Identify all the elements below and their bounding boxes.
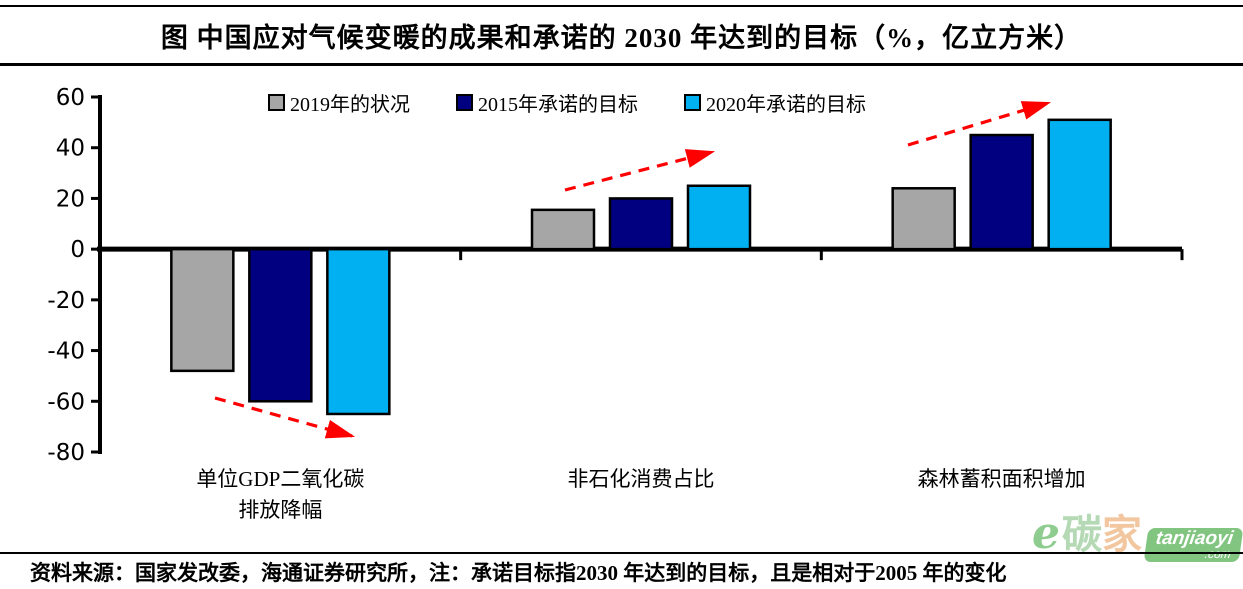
legend-item-2020: 2020年承诺的目标 <box>684 88 866 117</box>
legend-item-2015: 2015年承诺的目标 <box>456 88 638 117</box>
trend-arrow-up <box>564 149 716 192</box>
trend-arrow-down <box>214 396 356 439</box>
y-tick-label: 60 <box>56 85 85 111</box>
y-tick-label: -80 <box>47 440 85 466</box>
category-label: 非石化消费占比 <box>567 467 715 491</box>
trend-arrows-layer <box>214 101 1052 439</box>
y-tick-label: 40 <box>56 136 85 162</box>
footer-divider: 资料来源：国家发改委，海通证券研究所，注：承诺目标指2030 年达到的目标，且是… <box>0 552 1243 587</box>
bar-2015年承诺的目标-单位GDP二氧化碳排放降幅 <box>248 247 313 403</box>
axes-layer: 60 40 20 0 -20 -40 -60 -80 <box>47 85 1184 466</box>
y-tick-label: 20 <box>56 186 85 212</box>
bar-2019年的状况-非石化消费占比 <box>530 208 596 251</box>
y-tick-label: -40 <box>47 339 85 365</box>
bar-2020年承诺的目标-非石化消费占比 <box>686 184 752 251</box>
bars-layer <box>170 118 1112 416</box>
category-label: 森林蓄积面积增加 <box>917 467 1086 491</box>
bar-2020年承诺的目标-森林蓄积面积增加 <box>1047 118 1112 251</box>
legend-label: 2020年承诺的目标 <box>706 94 866 116</box>
bar-2015年承诺的目标-森林蓄积面积增加 <box>969 133 1034 251</box>
legend-label: 2015年承诺的目标 <box>478 94 638 116</box>
bar-2019年的状况-森林蓄积面积增加 <box>891 187 956 251</box>
trend-arrow-up <box>907 101 1052 147</box>
page-title: 图 中国应对气候变暖的成果和承诺的 2030 年达到的目标（%，亿立方米） <box>160 22 1083 53</box>
bar-2019年的状况-单位GDP二氧化碳排放降幅 <box>170 247 235 373</box>
chart-legend: 2019年的状况 2015年承诺的目标 2020年承诺的目标 <box>268 88 866 117</box>
legend-label: 2019年的状况 <box>290 94 410 116</box>
source-note: 资料来源：国家发改委，海通证券研究所，注：承诺目标指2030 年达到的目标，且是… <box>30 561 1007 585</box>
legend-swatch <box>684 94 701 111</box>
chart-title-bar: 图 中国应对气候变暖的成果和承诺的 2030 年达到的目标（%，亿立方米） <box>0 5 1243 66</box>
bar-2020年承诺的目标-单位GDP二氧化碳排放降幅 <box>326 247 391 416</box>
y-tick-label: -60 <box>47 389 85 415</box>
category-label: 单位GDP二氧化碳 排放降幅 <box>196 467 365 522</box>
legend-swatch <box>456 94 473 111</box>
legend-item-2019: 2019年的状况 <box>268 88 410 117</box>
legend-swatch <box>268 94 285 111</box>
bar-2015年承诺的目标-非石化消费占比 <box>608 197 674 251</box>
y-tick-label: 0 <box>70 237 85 263</box>
y-tick-label: -20 <box>47 288 85 314</box>
